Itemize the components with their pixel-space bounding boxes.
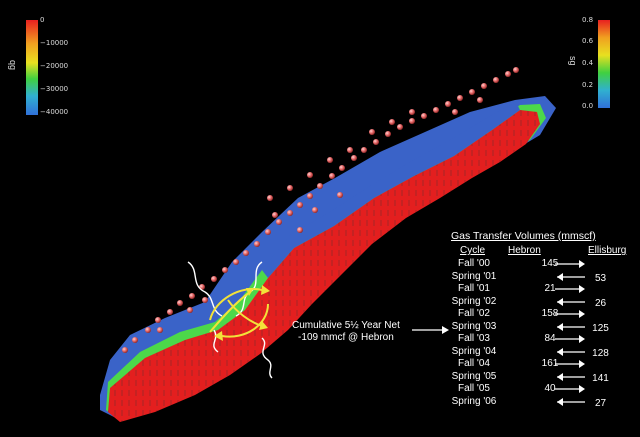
arrow-right-icon bbox=[555, 360, 585, 368]
arrow-right-icon bbox=[555, 260, 585, 268]
colorbar-left-tick: −30000 bbox=[40, 85, 69, 93]
colorbar-left-title: qg bbox=[8, 60, 18, 71]
cell-ellisburg: 125 bbox=[592, 322, 609, 334]
redaction-box-lower bbox=[68, 276, 148, 316]
colorbar-left-tick: −20000 bbox=[40, 62, 69, 70]
arrow-right-icon bbox=[555, 310, 585, 318]
reservoir-upper-blue bbox=[262, 102, 520, 278]
cumulative-annotation: Cumulative 5½ Year Net -109 mmcf @ Hebro… bbox=[292, 320, 400, 344]
arrow-left-icon bbox=[557, 322, 585, 331]
arrow-left-icon bbox=[557, 297, 585, 306]
cell-cycle: Fall '00 bbox=[458, 258, 490, 269]
table-row: Fall '00 145 bbox=[438, 258, 638, 270]
cell-cycle: Fall '02 bbox=[458, 308, 490, 319]
redaction-box-upper bbox=[249, 101, 329, 141]
exchange-arrowheads bbox=[214, 285, 270, 341]
cell-ellisburg: 128 bbox=[592, 347, 609, 359]
arrow-left-icon bbox=[557, 347, 585, 356]
header-cycle: Cycle bbox=[460, 245, 486, 256]
callout-arrowhead bbox=[442, 326, 449, 334]
table-row: Spring '03 125 bbox=[438, 320, 638, 334]
header-hebron: Hebron bbox=[508, 245, 541, 256]
annotation-line-2: -109 mmcf @ Hebron bbox=[298, 332, 394, 343]
cell-ellisburg: 141 bbox=[592, 372, 609, 384]
cell-cycle: Spring '02 bbox=[451, 295, 497, 307]
well-markers bbox=[122, 67, 519, 353]
colorbar-right-tick: 0.8 bbox=[582, 16, 594, 24]
colorbar-right-tick: 0.6 bbox=[582, 37, 594, 45]
cell-cycle: Fall '01 bbox=[458, 283, 490, 294]
reservoir-grid-overlay bbox=[108, 110, 540, 422]
colorbar-left-tick: −10000 bbox=[40, 39, 69, 47]
colorbar-right-tick: 0.2 bbox=[582, 81, 594, 89]
arrow-left-icon bbox=[557, 397, 585, 406]
arrow-right-icon bbox=[555, 285, 585, 293]
colorbar-left-tick: −40000 bbox=[40, 108, 69, 116]
cell-cycle: Spring '05 bbox=[451, 370, 497, 382]
table-row: Spring '01 53 bbox=[438, 270, 638, 284]
table-title: Gas Transfer Volumes (mmscf) bbox=[451, 230, 596, 242]
cell-cycle: Fall '04 bbox=[458, 358, 490, 369]
cell-cycle: Spring '04 bbox=[451, 345, 497, 357]
table-row: Fall '01 21 bbox=[438, 283, 638, 295]
colorbar-right-tick: 0.0 bbox=[582, 102, 594, 110]
cell-hebron: 40 bbox=[544, 383, 556, 394]
table-row: Spring '04 128 bbox=[438, 345, 638, 359]
cell-cycle: Spring '06 bbox=[451, 395, 497, 407]
cell-hebron: 21 bbox=[544, 283, 556, 294]
table-row: Fall '05 40 bbox=[438, 383, 638, 395]
table-row: Spring '02 26 bbox=[438, 295, 638, 309]
cell-ellisburg: 26 bbox=[594, 297, 607, 309]
arrow-right-icon bbox=[555, 385, 585, 393]
arrow-left-icon bbox=[557, 272, 585, 281]
colorbar-left-bar bbox=[26, 20, 38, 115]
arrow-left-icon bbox=[557, 372, 585, 381]
colorbar-left-tick: 0 bbox=[40, 16, 45, 24]
colorbar-right-bar bbox=[598, 20, 610, 108]
table-row: Fall '04 161 bbox=[438, 358, 638, 370]
cell-cycle: Fall '03 bbox=[458, 333, 490, 344]
cell-ellisburg: 27 bbox=[594, 397, 607, 409]
header-ellisburg: Ellisburg bbox=[588, 245, 627, 256]
cell-cycle: Fall '05 bbox=[458, 383, 490, 394]
colorbar-right-tick: 0.4 bbox=[582, 59, 594, 67]
cell-hebron: 145 bbox=[541, 258, 559, 269]
cell-hebron: 161 bbox=[541, 358, 559, 369]
cell-ellisburg: 53 bbox=[594, 272, 607, 284]
cell-hebron: 158 bbox=[541, 308, 559, 319]
arrow-right-icon bbox=[555, 335, 585, 343]
table-row: Spring '06 27 bbox=[438, 395, 638, 409]
cell-hebron: 84 bbox=[544, 333, 556, 344]
cell-cycle: Spring '03 bbox=[451, 320, 497, 332]
exchange-arrows bbox=[209, 288, 269, 338]
colorbar-right-title: sg bbox=[568, 56, 578, 66]
table-row: Spring '05 141 bbox=[438, 370, 638, 384]
table-row: Fall '02 158 bbox=[438, 308, 638, 320]
annotation-line-1: Cumulative 5½ Year Net bbox=[292, 320, 400, 331]
cell-cycle: Spring '01 bbox=[451, 270, 497, 282]
table-row: Fall '03 84 bbox=[438, 333, 638, 345]
